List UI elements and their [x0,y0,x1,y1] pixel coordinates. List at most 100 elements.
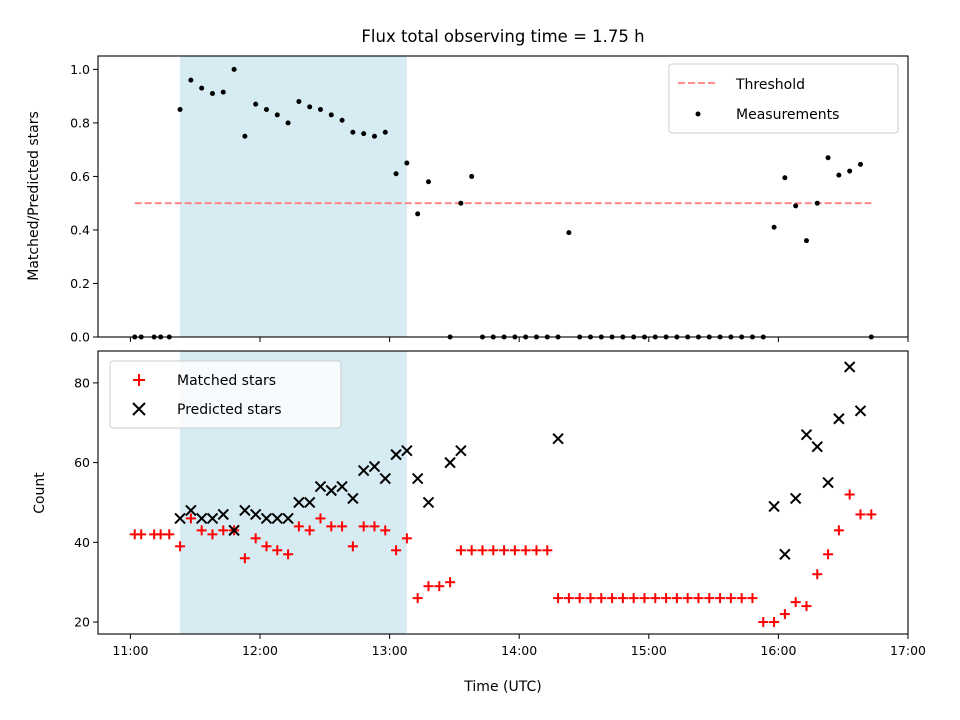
matched-stars-layer [129,489,877,628]
matched-star-point [477,545,488,556]
measurement-point [469,173,475,179]
measurement-point [803,238,809,244]
measurement-point [857,161,863,167]
matched-star-point [801,601,812,612]
predicted-star-point [552,432,564,445]
predicted-star-point [195,512,208,525]
matched-star-point [283,549,294,560]
predicted-star-point [314,480,327,493]
bottom-y-tick-label: 40 [74,535,90,550]
measurement-point [361,131,367,137]
measurement-point [317,107,323,113]
bottom-x-ticks: 11:00 12:00 13:00 14:00 15:00 16:00 17:00 [112,634,926,658]
measurement-point [847,168,853,174]
measurement-points-layer [132,66,874,340]
matched-star-point [823,549,834,560]
matched-star-point [661,593,672,604]
x-axis-label: Time (UTC) [463,679,541,695]
top-y-tick-label: 0.8 [70,115,90,130]
predicted-star-point [779,548,791,560]
matched-star-point [553,593,564,604]
bottom-x-tick-label: 14:00 [501,643,537,658]
top-axes-frame [97,55,909,338]
predicted-star-point [811,440,823,453]
measurement-point [382,129,388,135]
predicted-star-point [217,508,229,521]
matched-star-point [650,593,661,604]
bottom-legend-box [109,360,342,429]
matched-star-point [509,545,520,556]
matched-star-point [239,553,250,564]
matched-star-point [779,609,790,620]
measurement-point [188,77,194,83]
predicted-star-point [357,464,370,477]
matched-star-point [758,617,769,628]
predicted-star-point [303,496,316,509]
measurement-point [253,101,259,107]
measurement-point [199,85,205,91]
matched-star-point [488,545,499,556]
top-legend: Threshold Measurements [668,63,899,134]
matched-star-point [250,533,261,544]
matched-star-point [466,545,477,556]
matched-star-point [423,581,434,592]
matched-star-point [790,597,801,608]
measurement-point [274,112,280,118]
predicted-star-point [368,460,381,473]
top-highlight-span [180,56,407,337]
top-y-axis-label: Matched/Predicted stars [26,111,42,281]
matched-star-point [682,593,693,604]
matched-star-point [725,593,736,604]
measurement-point [220,89,226,95]
measurement-point [458,200,464,206]
bottom-y-tick-label: 20 [74,615,90,630]
matched-star-point [499,545,510,556]
measurement-point [814,200,820,206]
matched-star-point [639,593,650,604]
matched-star-point [747,593,758,604]
matched-star-point [833,525,844,536]
top-x-ticks [129,337,909,342]
matched-star-point [401,533,412,544]
predicted-star-point [401,444,413,457]
matched-star-point [337,521,348,532]
matched-star-point [293,521,304,532]
matched-star-point [185,513,196,524]
matched-star-point [155,529,166,540]
matched-star-point [542,545,553,556]
predicted-star-point [854,405,867,417]
measurement-point [209,90,215,96]
matched-star-point [391,545,402,556]
matched-star-point [261,541,272,552]
matched-star-point [563,593,574,604]
measurement-point [771,224,777,230]
matched-star-point [164,529,175,540]
measurement-point [350,129,356,135]
chart-title: Flux total observing time = 1.75 h [361,27,644,46]
top-y-tick-label: 0.6 [70,169,90,184]
predicted-star-point [822,476,834,489]
matched-star-point [531,545,542,556]
bottom-y-ticks: 20 40 60 80 [74,375,98,630]
predicted-star-point [228,524,240,537]
predicted-star-point [843,361,856,373]
measurement-point [328,112,334,118]
bottom-x-tick-label: 15:00 [631,643,667,658]
matched-star-point [207,529,218,540]
predicted-star-point [282,512,294,525]
top-y-tick-label: 0.4 [70,222,90,237]
measurement-point [782,175,788,181]
measurement-point [415,211,421,217]
predicted-star-point [239,504,251,517]
bottom-y-axis-label: Count [32,472,48,514]
matched-star-point [380,525,391,536]
matched-star-point [585,593,596,604]
bottom-x-tick-label: 11:00 [112,643,148,658]
bottom-x-tick-label: 16:00 [760,643,796,658]
legend-entry-matched-stars: Matched stars [177,373,276,389]
matched-star-point [136,529,147,540]
top-y-ticks: 0.0 0.2 0.4 0.6 0.8 1.0 [70,62,98,345]
matched-star-point [218,525,229,536]
top-y-tick-label: 0.0 [70,330,90,345]
